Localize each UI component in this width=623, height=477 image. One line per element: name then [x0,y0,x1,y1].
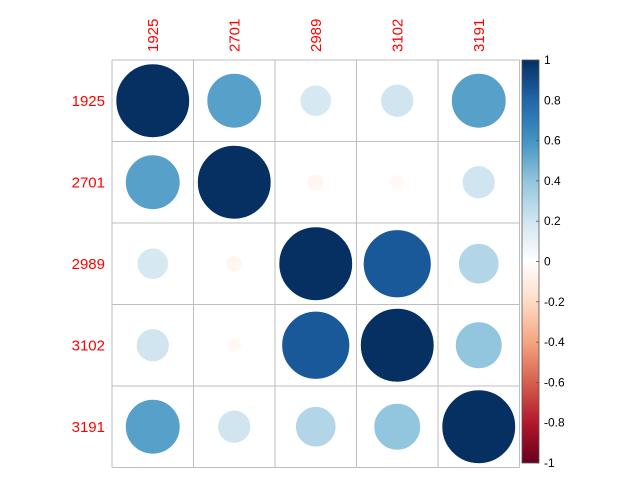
color-legend-label: 0.6 [544,134,561,148]
color-legend-label: -1 [544,456,555,470]
row-label-3191: 3191 [72,419,105,436]
color-legend-label: 0.4 [544,174,561,188]
corr-circle-2701-3102 [389,174,405,190]
corr-circle-3191-2701 [217,410,251,444]
color-legend-label: -0.6 [544,375,565,389]
corr-circle-2989-1925 [136,247,169,280]
corr-circle-3191-3191 [441,389,516,464]
corr-circle-1925-1925 [115,63,190,138]
corr-circle-2701-3191 [462,165,496,199]
correlation-circles [115,63,516,464]
color-legend-label: -0.8 [544,416,565,430]
color-legend: 1 0.8 0.6 0.4 0.2 0 -0.2 -0.4 -0.6 -0.8 -1 [521,53,565,470]
corr-circle-3102-3191 [455,321,503,369]
corr-circle-2989-3191 [458,243,500,285]
column-label-1925: 1925 [145,19,162,52]
column-label-2989: 2989 [308,19,325,52]
column-label-3102: 3102 [389,19,406,52]
corr-circle-2989-2701 [225,255,243,273]
corr-circle-2989-2989 [278,226,353,301]
column-labels: 1925 2701 2989 3102 3191 [145,19,488,52]
corr-circle-3102-1925 [136,328,170,362]
row-label-2701: 2701 [72,174,105,191]
color-legend-ticks: 1 0.8 0.6 0.4 0.2 0 -0.2 -0.4 -0.6 -0.8 -1 [536,53,565,470]
corr-circle-2701-2989 [307,173,325,191]
corr-circle-3102-2701 [226,337,242,353]
color-legend-label: 0.2 [544,214,561,228]
corr-circle-1925-3102 [380,84,414,118]
corr-circle-2701-1925 [125,154,181,210]
column-label-2701: 2701 [226,19,243,52]
corr-circle-3102-3102 [360,308,435,383]
color-legend-label: 0.8 [544,93,561,107]
corr-circle-3191-3102 [373,403,421,451]
row-label-2989: 2989 [72,256,105,273]
corr-circle-2989-3102 [363,229,432,298]
color-legend-label: -0.4 [544,335,565,349]
corr-circle-3191-2989 [295,406,337,448]
color-legend-label: 0 [544,255,551,269]
corr-circle-3102-2989 [281,311,350,380]
row-labels: 1925 2701 2989 3102 3191 [72,93,105,436]
color-legend-label: 1 [544,53,551,67]
column-label-3191: 3191 [471,19,488,52]
plot-grid [111,59,520,468]
corr-circle-3191-1925 [125,399,181,455]
color-legend-label: -0.2 [544,295,565,309]
corr-circle-1925-2989 [299,84,332,117]
corr-circle-1925-2701 [206,73,262,129]
corr-circle-1925-3191 [451,73,507,129]
corr-circle-2701-2701 [197,145,272,220]
row-label-3102: 3102 [72,337,105,354]
row-label-1925: 1925 [72,93,105,110]
